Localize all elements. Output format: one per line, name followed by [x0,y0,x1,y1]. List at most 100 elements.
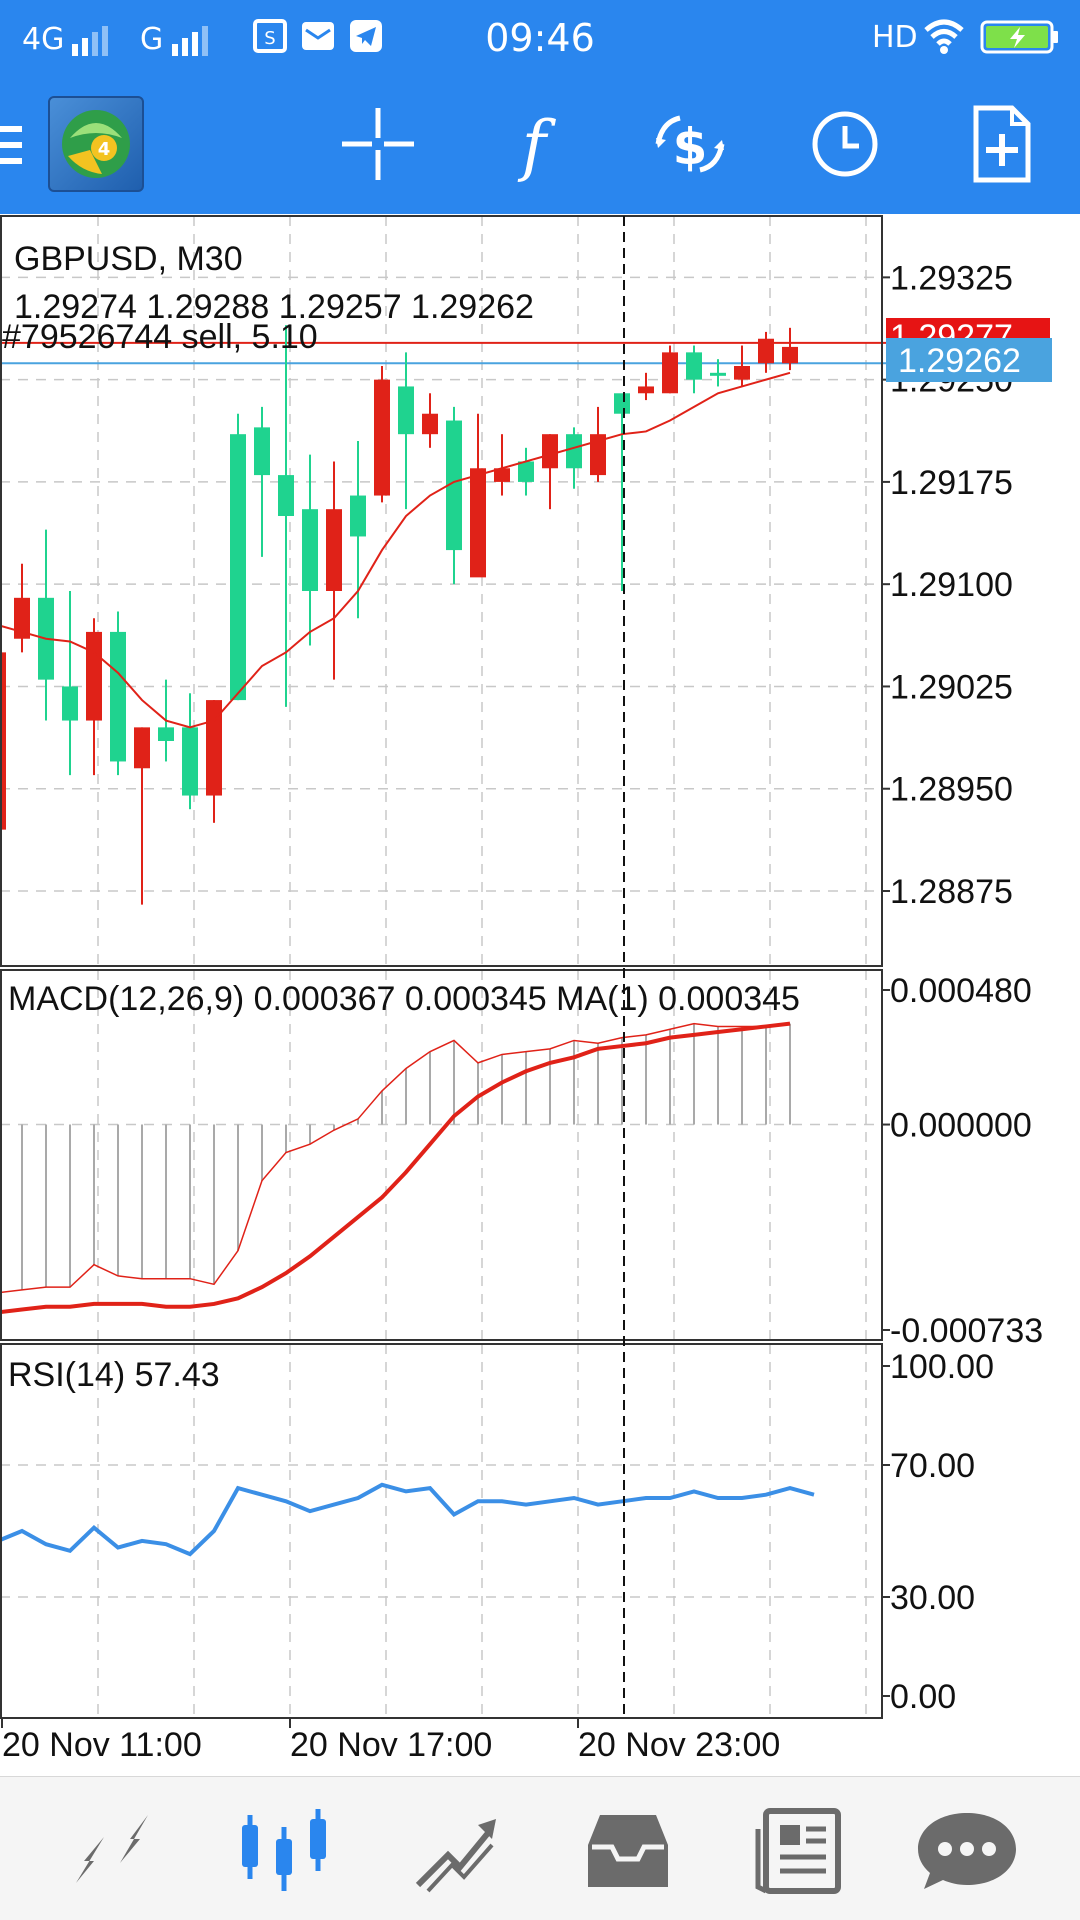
moving-average-line [0,371,791,729]
trade-dollar-icon[interactable]: $ [650,104,730,184]
candle-body [14,597,30,639]
ohlc-label: 1.29274 1.29288 1.29257 1.29262 [14,288,534,326]
svg-text:4: 4 [98,139,111,160]
chart-canvas[interactable]: GBPUSD, M30 1.29274 1.29288 1.29257 1.29… [0,214,1080,1778]
sim-s-icon: S [253,19,287,53]
candle-body [374,379,390,496]
macd-tick-label: 0.000480 [890,972,1032,1010]
rsi-tick-label: 0.00 [890,1678,956,1716]
bottom-navigation [0,1776,1080,1920]
hd-indicator: HD [872,20,918,55]
candle-body [422,413,438,435]
rsi-axis: 100.00 70.00 30.00 0.00 [882,1348,994,1716]
history-icon[interactable] [580,1805,676,1895]
candle-body [326,509,342,591]
trade-icon[interactable] [408,1805,504,1895]
macd-pane [0,1021,791,1315]
battery-charging-icon [980,20,1058,54]
candle-body [230,434,246,701]
time-tick-label: 20 Nov 17:00 [290,1726,492,1764]
macd-line [0,1022,791,1294]
price-tick-label: 1.29025 [890,668,1013,706]
telegram-icon [350,20,382,52]
menu-icon[interactable] [0,104,32,184]
macd-label: MACD(12,26,9) 0.000367 0.000345 MA(1) 0.… [8,980,800,1018]
macd-axis: 0.000480 0.000000 -0.000733 [882,972,1043,1350]
quotes-icon[interactable] [64,1805,160,1895]
price-tick-label: 1.28950 [890,771,1013,809]
rsi-tick-label: 30.00 [890,1579,975,1617]
candle-body [494,468,510,482]
signal-icon [172,26,208,56]
time-tick-label: 20 Nov 11:00 [2,1726,202,1764]
top-bar: 4G G S 09:46 HD [0,0,1080,214]
candle-body [542,434,558,469]
chart-grid [0,216,882,1718]
candle-body [686,352,702,380]
mail-icon [302,22,334,50]
price-tick-label: 1.29175 [890,464,1013,502]
metatrader-logo-mark: 4 [62,110,130,178]
order-label: #79526744 sell, 5.10 [2,318,318,356]
candle-body [158,727,174,741]
candle-body [134,727,150,769]
news-icon[interactable] [752,1805,848,1895]
candle-body [110,631,126,762]
candle-body [590,434,606,476]
candle-body [206,700,222,796]
chart-icon[interactable] [236,1805,332,1895]
new-order-icon[interactable] [962,104,1042,184]
rsi-label: RSI(14) 57.43 [8,1356,220,1394]
candle-body [182,727,198,796]
rsi-tick-label: 100.00 [890,1348,994,1386]
svg-text:1.29262: 1.29262 [898,342,1021,380]
svg-text:f: f [517,107,557,184]
candle-body [518,461,534,482]
price-tick-label: 1.29325 [890,259,1013,297]
network-type-1: 4G [22,22,65,57]
candle-body [350,495,366,537]
crosshair-icon[interactable] [338,104,418,184]
indicators-f-icon[interactable]: f [494,104,574,184]
price-pane [0,325,1050,905]
rsi-tick-label: 70.00 [890,1447,975,1485]
chart-area[interactable]: GBPUSD, M30 1.29274 1.29288 1.29257 1.29… [0,214,1080,1778]
metatrader-logo[interactable]: 4 [48,96,144,192]
price-tick-label: 1.28875 [890,873,1013,911]
candle-body [62,686,78,721]
price-tick-label: 1.29100 [890,566,1013,604]
candle-body [278,475,294,516]
candle-body [254,427,270,476]
bid-price-badge: 1.29262 [886,338,1052,382]
rsi-pane [0,1482,815,1557]
candle-body [470,468,486,578]
network-type-2: G [140,22,164,57]
macd-tick-label: 0.000000 [890,1107,1032,1145]
time-tick-label: 20 Nov 23:00 [578,1726,780,1764]
candle-body [662,352,678,394]
price-frame [0,215,883,967]
timeframe-clock-icon[interactable] [805,104,885,184]
candle-body [614,393,630,414]
candle-body [302,509,318,591]
clock: 09:46 [485,16,595,60]
macd-tick-label: -0.000733 [890,1312,1043,1350]
macd-signal-line [0,1021,791,1315]
svg-text:S: S [264,28,275,49]
candle-body [398,386,414,435]
candle-body [86,631,102,721]
wifi-icon [924,19,964,54]
candle-body [734,366,750,380]
symbol-label: GBPUSD, M30 [14,240,243,278]
candle-body [638,386,654,394]
candle-body [782,346,798,364]
candle-body [0,652,6,830]
candle-body [446,420,462,551]
candle-body [710,372,726,376]
time-axis: 20 Nov 11:00 20 Nov 17:00 20 Nov 23:00 [1,1718,780,1764]
signal-icon [72,26,108,56]
pane-frames [0,215,883,1719]
svg-text:$: $ [673,118,708,176]
macd-frame [0,969,883,1341]
chat-icon[interactable] [912,1805,1022,1895]
